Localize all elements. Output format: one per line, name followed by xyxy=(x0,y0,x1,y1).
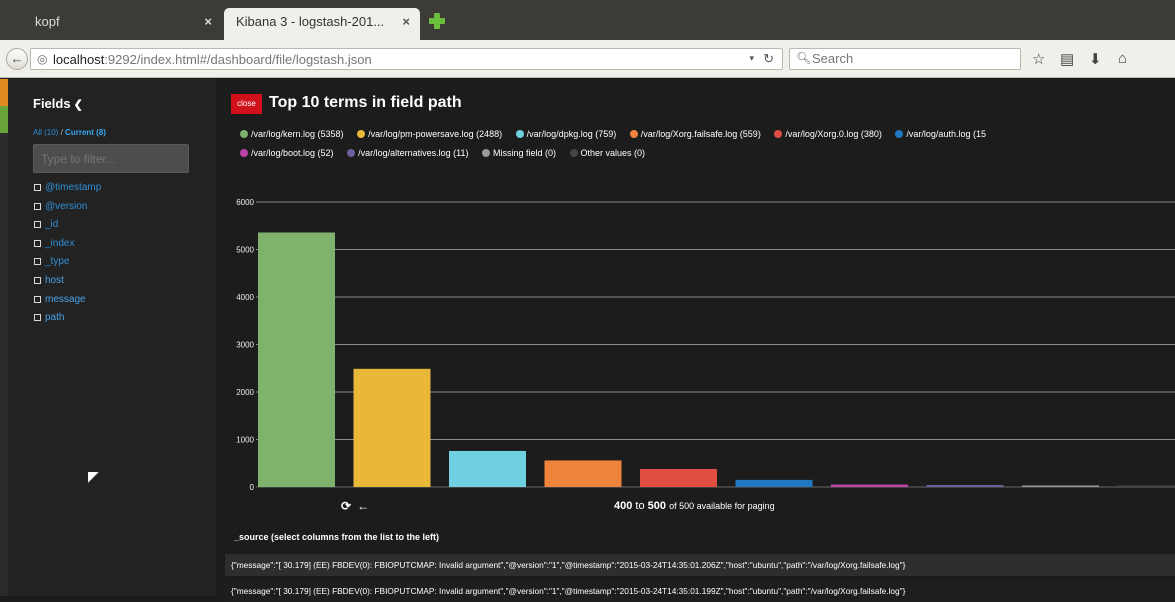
chart-bar[interactable] xyxy=(736,480,813,487)
field-checkbox[interactable] xyxy=(34,184,41,191)
field-checkbox[interactable] xyxy=(34,240,41,247)
chart-bar[interactable] xyxy=(545,460,622,487)
tab-title: kopf xyxy=(35,14,60,29)
browser-nav-bar: ← ◎ localhost:9292/index.html#/dashboard… xyxy=(0,40,1175,78)
y-tick-label: 3000 xyxy=(236,341,254,350)
table-row[interactable]: {"message":"[ 30.179] (EE) FBDEV(0): FBI… xyxy=(225,580,1175,602)
chart-bar[interactable] xyxy=(1118,486,1175,488)
y-tick-label: 2000 xyxy=(236,388,254,397)
field-checkbox[interactable] xyxy=(34,277,41,284)
bookmarks-list-icon[interactable]: ▤ xyxy=(1060,50,1074,68)
reload-icon[interactable]: ↻ xyxy=(763,51,774,67)
current-fields-link[interactable]: Current (8) xyxy=(65,128,106,137)
tab-title: Kibana 3 - logstash-201... xyxy=(236,14,384,29)
y-tick-label: 5000 xyxy=(236,246,254,255)
table-row[interactable]: {"message":"[ 30.179] (EE) FBDEV(0): FBI… xyxy=(225,554,1175,576)
field-checkbox[interactable] xyxy=(34,221,41,228)
url-text: localhost:9292/index.html#/dashboard/fil… xyxy=(53,52,372,67)
bar-chart: 0 1000 2000 3000 4000 5000 6000 xyxy=(216,79,1175,499)
search-bar[interactable]: 🔍︎ xyxy=(789,48,1021,70)
source-title: _source (select columns from the list to… xyxy=(234,532,439,542)
y-tick-label: 1000 xyxy=(236,436,254,445)
refresh-icon[interactable]: ⟳ xyxy=(341,499,351,513)
y-tick-label: 4000 xyxy=(236,293,254,302)
fields-title: Fields❮ xyxy=(33,96,83,111)
search-icon: 🔍︎ xyxy=(796,51,811,65)
all-fields-link[interactable]: All (10) xyxy=(33,128,58,137)
field-checkbox[interactable] xyxy=(34,203,41,210)
terms-panel: close Top 10 terms in field path /var/lo… xyxy=(216,79,1175,596)
tab-kopf[interactable]: kopf × xyxy=(0,8,222,40)
chart-bar[interactable] xyxy=(927,485,1004,487)
field-checkbox[interactable] xyxy=(34,314,41,321)
arrow-left-icon[interactable]: ← xyxy=(357,499,369,513)
row-add-tab[interactable] xyxy=(0,106,8,133)
chart-bar[interactable] xyxy=(449,451,526,487)
url-bar[interactable]: ◎ localhost:9292/index.html#/dashboard/f… xyxy=(30,48,783,70)
url-dropdown-icon[interactable]: ▾ xyxy=(749,53,754,64)
globe-icon: ◎ xyxy=(37,52,47,66)
new-tab-plus-icon[interactable] xyxy=(428,12,446,30)
download-icon[interactable]: ⬇ xyxy=(1089,50,1102,68)
tab-close-icon[interactable]: × xyxy=(204,14,212,29)
pager-status: 400 to 500 of 500 available for paging xyxy=(614,500,775,512)
tab-close-icon[interactable]: × xyxy=(402,14,410,29)
home-icon[interactable]: ⌂ xyxy=(1118,50,1127,67)
y-tick-label: 0 xyxy=(250,483,255,492)
row-edge-controls xyxy=(0,79,8,596)
back-arrow-icon[interactable]: ← xyxy=(6,48,28,70)
chart-bar[interactable] xyxy=(258,232,335,487)
field-filter-input[interactable] xyxy=(33,144,189,173)
search-input[interactable] xyxy=(812,51,1012,66)
fields-sidebar: Fields❮ All (10) / Current (8) @timestam… xyxy=(8,79,216,596)
chevron-left-circle-icon[interactable]: ❮ xyxy=(74,99,83,111)
kibana-dashboard: Fields❮ All (10) / Current (8) @timestam… xyxy=(0,79,1175,596)
bookmark-star-icon[interactable]: ☆ xyxy=(1032,50,1045,68)
chart-bar[interactable] xyxy=(354,369,431,487)
chart-bar[interactable] xyxy=(1022,486,1099,488)
field-checkbox[interactable] xyxy=(34,258,41,265)
browser-tab-bar: kopf × Kibana 3 - logstash-201... × xyxy=(0,0,1175,40)
chart-bar[interactable] xyxy=(831,485,908,487)
y-tick-label: 6000 xyxy=(236,198,254,207)
chart-bar[interactable] xyxy=(640,469,717,487)
mouse-pointer-icon: ◤ xyxy=(88,468,99,485)
pager-controls: ⟳← xyxy=(341,499,375,513)
tab-kibana[interactable]: Kibana 3 - logstash-201... × xyxy=(224,8,420,40)
fields-filter-links: All (10) / Current (8) xyxy=(33,128,106,137)
field-checkbox[interactable] xyxy=(34,296,41,303)
row-collapse-tab[interactable] xyxy=(0,79,8,106)
